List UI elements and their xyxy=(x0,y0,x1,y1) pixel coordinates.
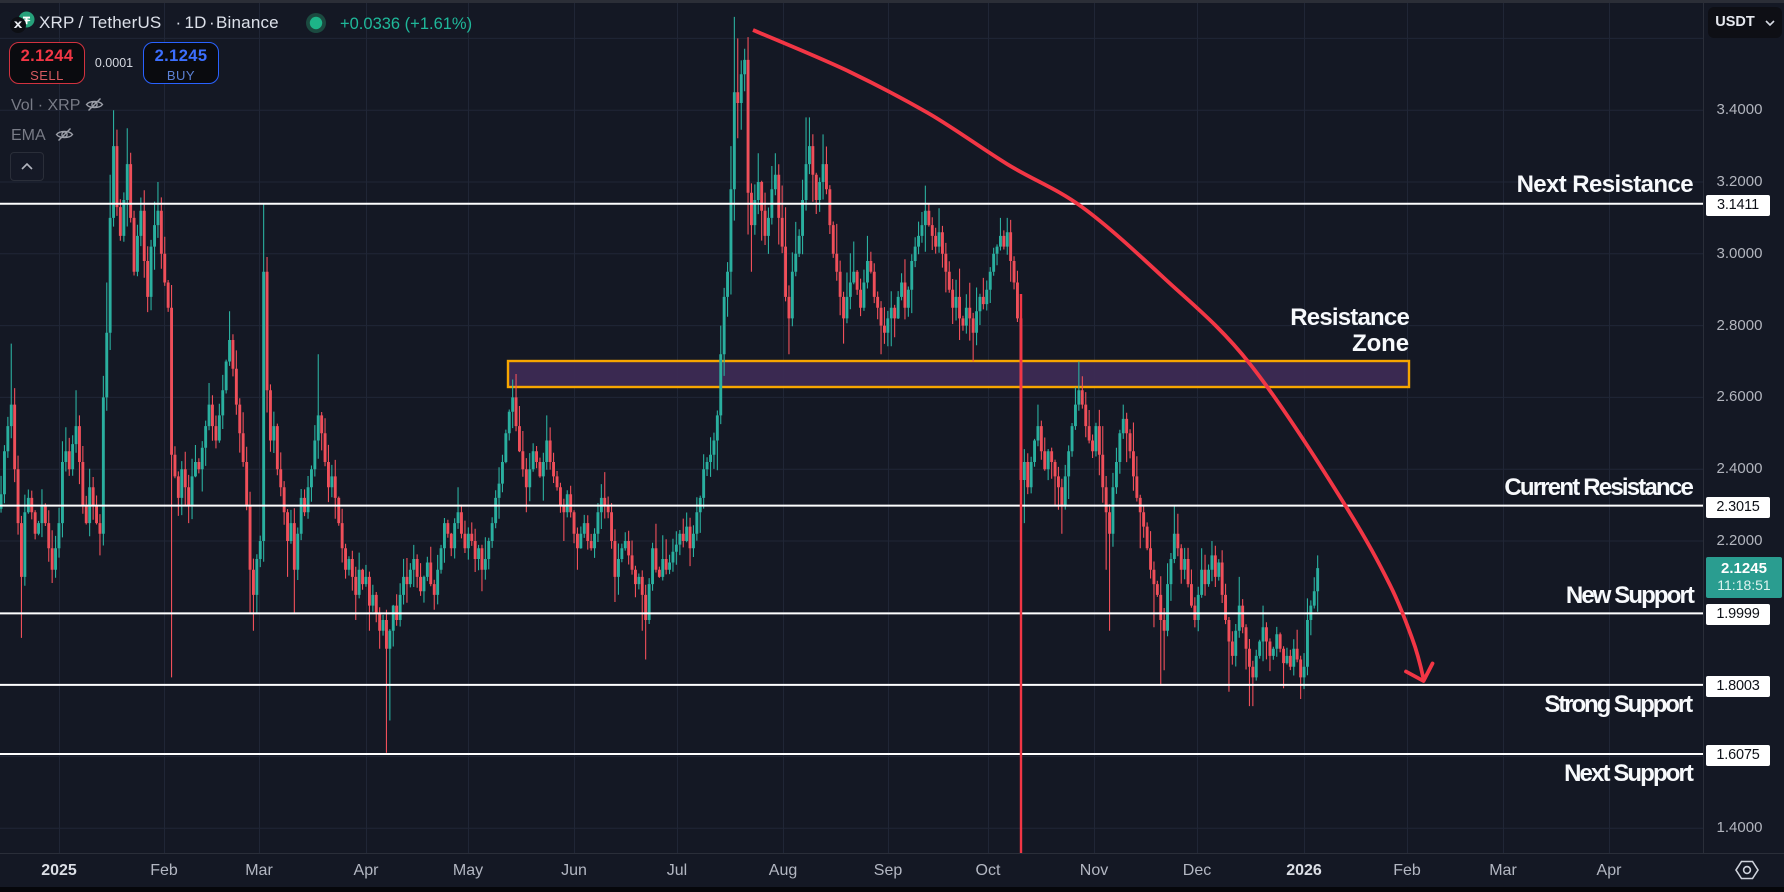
svg-text:Next Resistance: Next Resistance xyxy=(1517,171,1694,198)
svg-text:New Support: New Support xyxy=(1566,582,1695,609)
svg-text:Zone: Zone xyxy=(1352,330,1409,357)
svg-text:Resistance: Resistance xyxy=(1290,304,1409,331)
svg-text:Strong Support: Strong Support xyxy=(1544,691,1693,718)
svg-text:Next Support: Next Support xyxy=(1564,760,1694,787)
svg-text:Current Resistance: Current Resistance xyxy=(1504,474,1693,501)
